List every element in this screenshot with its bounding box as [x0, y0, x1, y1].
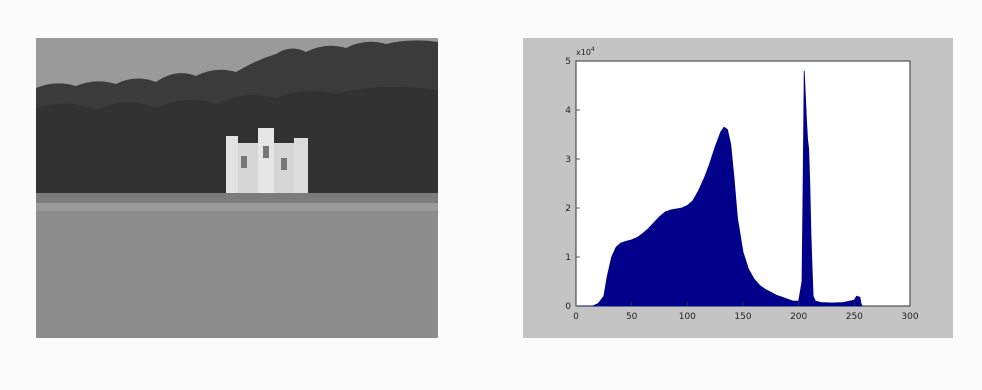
- x-tick-label: 250: [846, 312, 863, 322]
- x-tick-label: 50: [626, 312, 638, 322]
- x-tick-label: 300: [901, 312, 918, 322]
- histogram-chart: 0 50 100 150 200 250 300 0 1 2 3 4 5 x104: [565, 46, 919, 322]
- grayscale-photo: [36, 38, 438, 338]
- histogram-area: [576, 70, 863, 307]
- photo-castle: [226, 128, 308, 196]
- y-tick-label: 3: [565, 155, 571, 165]
- y-tick-label: 1: [565, 253, 571, 263]
- y-tick-label: 0: [565, 302, 571, 312]
- x-tick-label: 150: [734, 312, 751, 322]
- y-tick-label: 2: [565, 204, 571, 214]
- x-tick-label: 0: [573, 312, 579, 322]
- y-axis: 0 1 2 3 4 5: [565, 57, 580, 312]
- photo-water-reflection: [36, 203, 438, 211]
- y-tick-label: 5: [565, 57, 571, 67]
- y-tick-label: 4: [565, 106, 571, 116]
- y-multiplier-label: x104: [576, 46, 595, 57]
- photo-image: [36, 38, 438, 338]
- x-tick-label: 200: [790, 312, 807, 322]
- x-axis: 0 50 100 150 200 250 300: [573, 302, 919, 322]
- x-tick-label: 100: [679, 312, 696, 322]
- photo-shoreline: [36, 193, 438, 205]
- histogram-panel: 0 50 100 150 200 250 300 0 1 2 3 4 5 x104: [523, 38, 953, 338]
- photo-water: [36, 203, 438, 338]
